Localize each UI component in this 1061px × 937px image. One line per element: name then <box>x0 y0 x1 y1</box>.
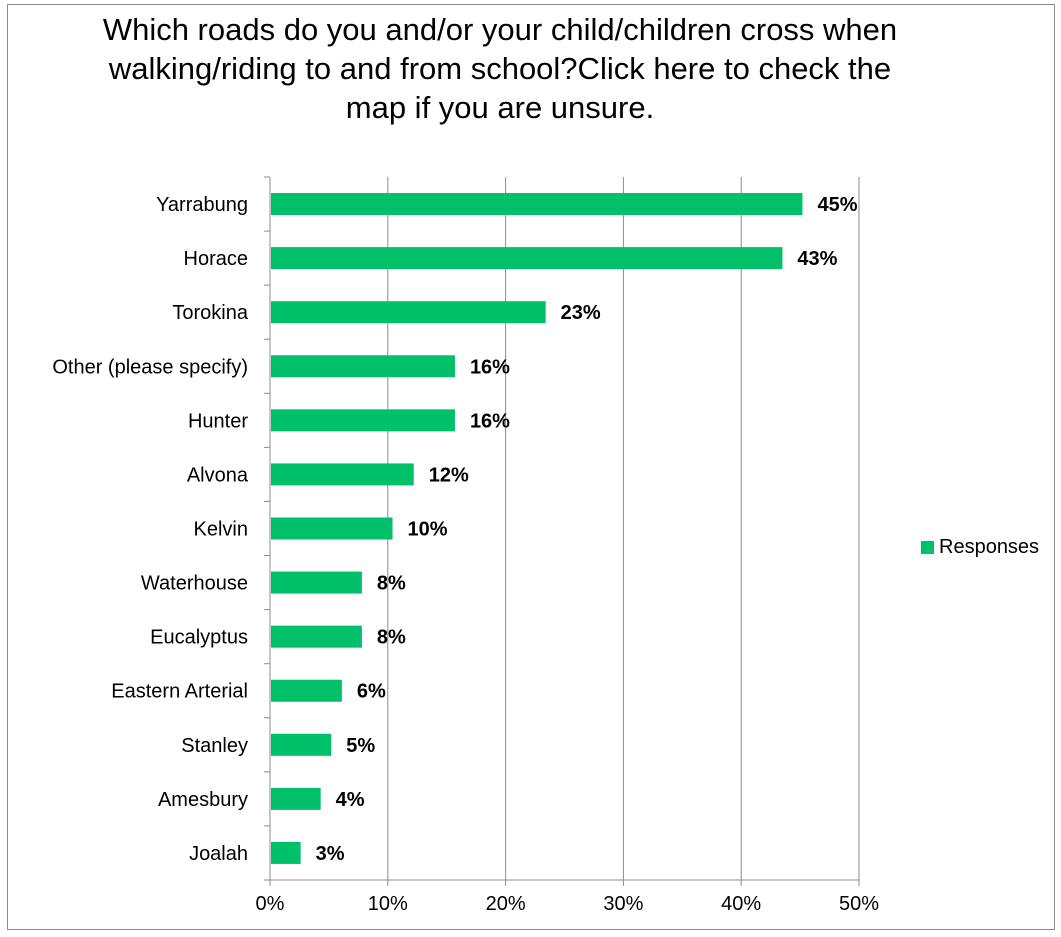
bar <box>271 571 362 594</box>
chart-title: Which roads do you and/or your child/chi… <box>102 12 898 125</box>
category-label: Hunter <box>188 410 248 432</box>
bar <box>271 787 321 810</box>
category-label: Other (please specify) <box>52 356 248 378</box>
data-label: 12% <box>429 464 469 486</box>
x-tick-label: 40% <box>721 893 761 915</box>
bars <box>271 193 803 864</box>
category-label: Alvona <box>187 464 249 486</box>
data-label: 16% <box>470 356 510 378</box>
category-label: Horace <box>184 248 248 270</box>
data-label: 8% <box>377 573 406 595</box>
bar <box>271 679 342 702</box>
legend: Responses <box>921 536 1039 559</box>
data-label: 43% <box>797 248 837 270</box>
data-label: 10% <box>408 519 448 541</box>
bar <box>271 517 393 540</box>
category-label: Kelvin <box>194 519 248 541</box>
category-label: Waterhouse <box>141 573 248 595</box>
category-label: Eucalyptus <box>150 627 248 649</box>
data-label: 6% <box>357 681 386 703</box>
data-label: 3% <box>316 843 345 865</box>
category-label: Stanley <box>181 735 248 757</box>
category-label: Amesbury <box>158 789 248 811</box>
bar <box>271 355 455 378</box>
x-tick-label: 30% <box>603 893 643 915</box>
data-label: 8% <box>377 627 406 649</box>
data-label: 45% <box>817 194 857 216</box>
chart-frame <box>7 4 1055 930</box>
category-label: Joalah <box>189 843 248 865</box>
bar <box>271 247 783 270</box>
bar <box>271 409 455 432</box>
data-label: 16% <box>470 410 510 432</box>
x-tick-label: 0% <box>256 893 285 915</box>
data-label: 5% <box>346 735 375 757</box>
bar <box>271 733 332 756</box>
category-label: Torokina <box>172 302 248 324</box>
bar <box>271 625 362 648</box>
legend-swatch <box>921 541 934 554</box>
bar <box>271 841 301 864</box>
x-tick-label: 10% <box>368 893 408 915</box>
data-label: 4% <box>336 789 365 811</box>
data-label: 23% <box>561 302 601 324</box>
axes <box>264 176 859 881</box>
bar <box>271 193 803 216</box>
category-label: Yarrabung <box>156 194 248 216</box>
bar <box>271 463 414 486</box>
category-label: Eastern Arterial <box>111 681 248 703</box>
labels: 0% 10% 20% 30% 40% 50% Yarrabung 45% Horace 43% To… <box>52 194 879 915</box>
bar <box>271 301 546 324</box>
x-tick-label: 20% <box>486 893 526 915</box>
legend-label: Responses <box>939 536 1040 558</box>
x-tick-label: 50% <box>839 893 879 915</box>
